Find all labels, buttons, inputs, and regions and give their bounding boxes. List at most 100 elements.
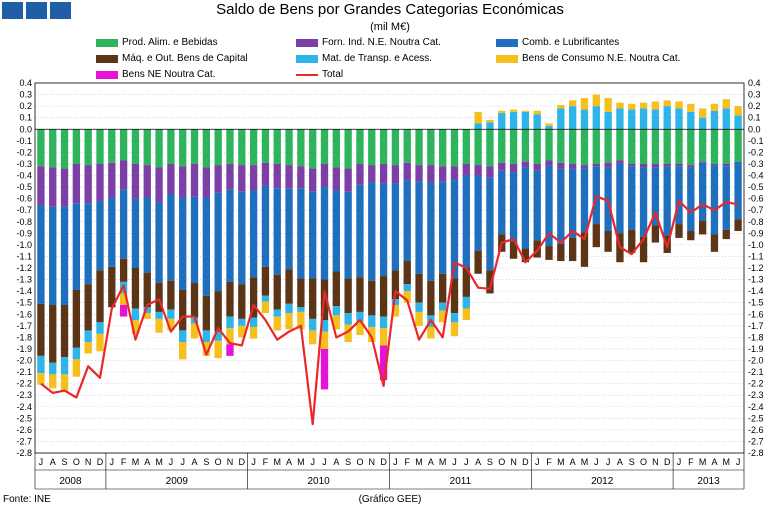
bar-segment-5 <box>214 340 222 359</box>
bar-segment-4 <box>96 322 104 334</box>
bar-segment-2 <box>545 165 553 247</box>
bar-segment-2 <box>568 168 577 238</box>
source-note: Fonte: INE <box>3 494 51 505</box>
bar-segment-1 <box>403 162 411 181</box>
bar-segment-2 <box>72 203 81 290</box>
bar-segment-3 <box>415 273 423 303</box>
bar-segment-0 <box>734 129 742 162</box>
bar-segment-4 <box>710 110 719 130</box>
bar-segment-2 <box>155 202 163 284</box>
bar-segment-2 <box>639 167 648 237</box>
bar-segment-1 <box>60 168 69 207</box>
bar-segment-2 <box>698 162 707 221</box>
bar-segment-4 <box>639 108 648 130</box>
bar-segment-1 <box>498 162 506 171</box>
bar-segment-0 <box>604 129 612 163</box>
bar-segment-4 <box>202 330 211 342</box>
y-tick-label-left: -0.7 <box>16 205 32 215</box>
y-tick-label-left: -0.5 <box>16 182 32 192</box>
month-tick-label: F <box>546 457 552 467</box>
bar-segment-0 <box>143 129 151 166</box>
y-tick-label-right: -1.1 <box>748 251 764 261</box>
y-tick-label-left: -2.0 <box>16 356 32 366</box>
bar-segment-3 <box>309 278 317 319</box>
bar-segment-2 <box>131 198 140 268</box>
bar-segment-4 <box>474 123 482 130</box>
bar-segment-2 <box>273 188 281 275</box>
bar-segment-3 <box>427 280 435 316</box>
month-tick-label: N <box>227 457 234 467</box>
bar-segment-0 <box>580 129 589 166</box>
bar-segment-2 <box>344 191 352 279</box>
bar-segment-0 <box>179 129 187 167</box>
y-tick-label-right: 0.4 <box>748 78 761 88</box>
bar-segment-1 <box>84 165 92 204</box>
bar-segment-3 <box>60 305 69 358</box>
month-tick-label: J <box>251 457 256 467</box>
bar-segment-4 <box>616 108 624 130</box>
y-tick-label-right: -2.2 <box>748 379 764 389</box>
bar-segment-3 <box>273 274 281 310</box>
y-tick-label-right: -0.4 <box>748 171 764 181</box>
year-label: 2009 <box>166 476 189 487</box>
bar-segment-3 <box>190 283 199 318</box>
bar-segment-1 <box>261 162 270 186</box>
bar-segment-1 <box>155 167 163 203</box>
bar-segment-0 <box>533 129 541 164</box>
bar-segment-1 <box>663 163 671 167</box>
month-tick-label: A <box>428 457 434 467</box>
bar-segment-2 <box>143 197 151 273</box>
bar-segment-4 <box>521 111 530 130</box>
bar-segment-4 <box>580 109 589 130</box>
y-tick-label-right: -1.8 <box>748 332 764 342</box>
bar-segment-0 <box>108 129 116 163</box>
bar-segment-0 <box>273 129 281 164</box>
legend-label-transport: Mat. de Transp. e Acess. <box>322 53 433 64</box>
bar-segment-2 <box>391 183 400 271</box>
bar-segment-0 <box>297 129 305 167</box>
bar-segment-5 <box>60 374 69 392</box>
bar-segment-2 <box>450 180 459 279</box>
bar-segment-1 <box>119 160 128 190</box>
legend-label-total: Total <box>322 69 344 80</box>
bar-segment-3 <box>710 234 719 252</box>
year-label: 2013 <box>697 476 720 487</box>
bar-segment-5 <box>509 109 518 112</box>
bar-segment-1 <box>309 168 317 192</box>
bar-segment-4 <box>273 309 281 317</box>
legend-label-industrial: Forn. Ind. N.E. Noutra Cat. <box>322 37 441 48</box>
month-tick-label: N <box>510 457 517 467</box>
month-tick-label: J <box>606 457 611 467</box>
bar-segment-4 <box>332 306 340 316</box>
bar-segment-5 <box>167 318 175 331</box>
bar-segment-0 <box>462 129 470 164</box>
bar-segment-0 <box>285 129 293 166</box>
bar-segment-4 <box>734 115 742 130</box>
bar-segment-0 <box>391 129 400 166</box>
bar-segment-4 <box>356 311 364 322</box>
bar-segment-5 <box>616 102 624 109</box>
legend-swatch-transport <box>296 54 318 63</box>
bar-segment-1 <box>143 165 151 198</box>
bar-segment-4 <box>368 315 376 327</box>
y-tick-label-left: -1.9 <box>16 344 32 354</box>
chart-title: Saldo de Bens por Grandes Categorias Eco… <box>216 1 564 18</box>
bar-segment-0 <box>72 129 81 164</box>
y-tick-label-right: 0.1 <box>748 113 761 123</box>
bar-segment-1 <box>462 163 470 176</box>
bar-segment-6 <box>119 305 128 317</box>
bar-segment-1 <box>474 165 482 176</box>
bar-segment-5 <box>545 123 553 126</box>
month-tick-label: D <box>664 457 671 467</box>
bar-segment-1 <box>486 166 494 178</box>
bar-segment-3 <box>368 280 376 316</box>
bar-segment-1 <box>72 163 81 204</box>
legend-label-food: Prod. Alim. e Bebidas <box>122 37 218 48</box>
bar-segment-1 <box>131 163 140 199</box>
bar-segment-1 <box>344 168 352 192</box>
bar-segment-1 <box>687 165 695 168</box>
bar-segment-0 <box>155 129 163 168</box>
y-tick-label-right: -0.8 <box>748 217 764 227</box>
y-tick-label-right: 0.0 <box>748 124 761 134</box>
bar-segment-2 <box>297 188 305 279</box>
